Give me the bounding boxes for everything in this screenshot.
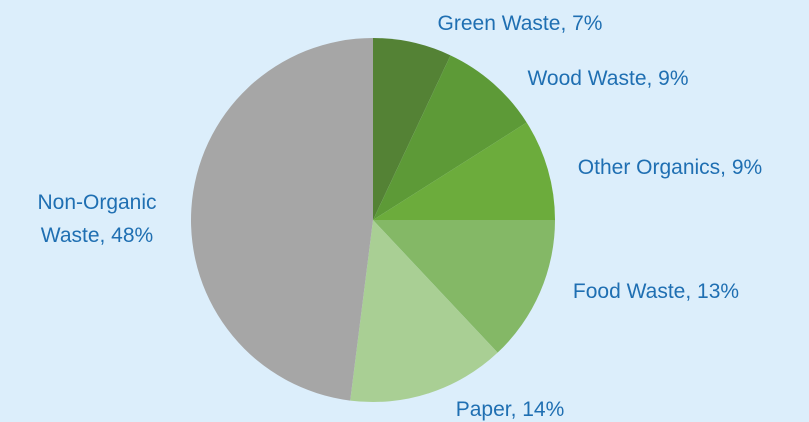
label-line: Food Waste, 13% (573, 280, 739, 303)
pie-slice-green-waste (373, 38, 451, 220)
pie-slice-food-waste-label: Food Waste, 13% (573, 280, 739, 303)
pie-slice-other-organics-label: Other Organics, 9% (578, 156, 762, 179)
pie-slice-paper-label: Paper, 14% (456, 398, 565, 421)
pie-slice-non-organic-waste-label: Non-Organic Waste, 48% (37, 191, 156, 247)
label-line: Green Waste, 7% (438, 12, 603, 35)
pie-slice-wood-waste (373, 55, 527, 221)
pie-slice-other-organics (373, 122, 555, 220)
pie-slice-food-waste (373, 220, 555, 353)
pie-slice-green-waste-label: Green Waste, 7% (438, 12, 603, 35)
label-line: Paper, 14% (456, 398, 565, 421)
pie-slice-wood-waste-label: Wood Waste, 9% (527, 67, 688, 90)
pie-slice-non-organic-waste (190, 38, 373, 401)
label-line: Non-Organic (37, 191, 156, 214)
pie-labels: Green Waste, 7% Wood Waste, 9% Other Organ… (37, 12, 762, 421)
pie-slices (190, 38, 555, 403)
label-line: Waste, 48% (41, 224, 153, 247)
label-line: Wood Waste, 9% (527, 67, 688, 90)
pie-slice-paper (350, 220, 498, 403)
label-line: Other Organics, 9% (578, 156, 762, 179)
